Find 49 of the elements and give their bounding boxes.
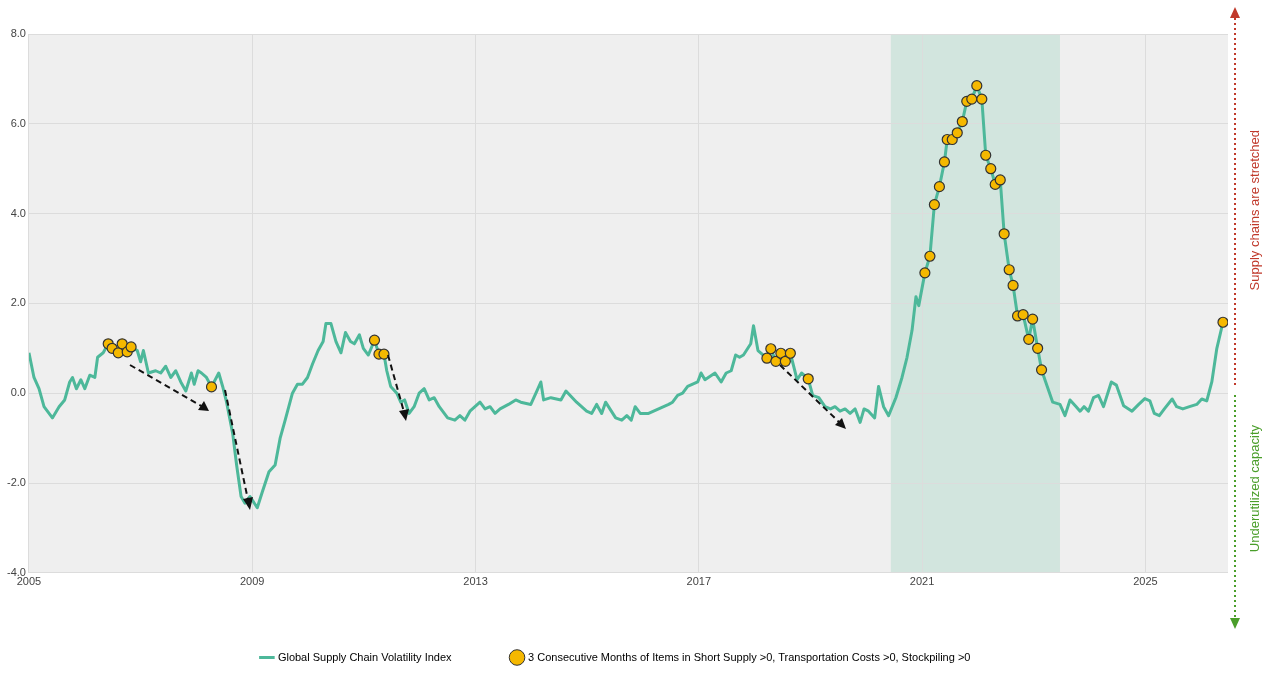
point bbox=[976, 93, 988, 105]
point bbox=[919, 267, 931, 279]
x-tick-label: 2017 bbox=[686, 575, 712, 588]
point bbox=[994, 174, 1006, 186]
text: Supply chains are stretched bbox=[1247, 130, 1262, 291]
point bbox=[956, 115, 968, 128]
legend-label: 3 Consecutive Months of Items in Short Supply >0, Transportation Costs >0, Stockpiling >0 bbox=[528, 650, 971, 663]
point bbox=[1027, 313, 1039, 325]
x-tick-label: 2009 bbox=[240, 575, 265, 588]
point bbox=[938, 156, 951, 168]
point bbox=[1007, 279, 1019, 292]
point bbox=[998, 228, 1010, 240]
point bbox=[1035, 364, 1048, 376]
point bbox=[1023, 333, 1035, 345]
point bbox=[368, 334, 381, 346]
text: Underutilized capacity bbox=[1247, 425, 1262, 553]
point bbox=[1032, 342, 1044, 354]
x-tick-label: 2013 bbox=[463, 575, 488, 588]
point bbox=[765, 343, 777, 355]
x-tick-label: 2025 bbox=[1133, 575, 1158, 588]
y-tick-label: 6.0 bbox=[10, 116, 26, 129]
point bbox=[985, 163, 997, 175]
y-tick-label: 4.0 bbox=[10, 206, 26, 219]
y-tick-label: 8.0 bbox=[10, 27, 26, 40]
legend-label: Global Supply Chain Volatility Index bbox=[277, 650, 453, 663]
point bbox=[1003, 264, 1015, 276]
point bbox=[966, 93, 978, 105]
y-tick-label: 2.0 bbox=[10, 296, 26, 309]
point bbox=[761, 352, 773, 364]
point bbox=[951, 127, 963, 139]
point bbox=[980, 149, 992, 161]
y-tick-label: -4.0 bbox=[6, 565, 26, 578]
point bbox=[971, 80, 983, 92]
y-tick-label: -2.0 bbox=[6, 476, 26, 489]
x-tick-label: 2021 bbox=[909, 575, 935, 588]
x-tick-label: 2005 bbox=[16, 575, 42, 588]
point bbox=[924, 250, 936, 262]
point bbox=[1017, 309, 1029, 321]
point bbox=[1217, 316, 1228, 328]
point bbox=[125, 341, 137, 353]
point bbox=[205, 381, 218, 393]
point bbox=[116, 338, 128, 350]
point bbox=[779, 355, 791, 367]
point bbox=[928, 199, 940, 211]
point bbox=[784, 347, 796, 359]
y-tick-label: 0.0 bbox=[10, 386, 26, 399]
point bbox=[378, 348, 390, 360]
point bbox=[802, 373, 814, 385]
point bbox=[933, 181, 945, 193]
